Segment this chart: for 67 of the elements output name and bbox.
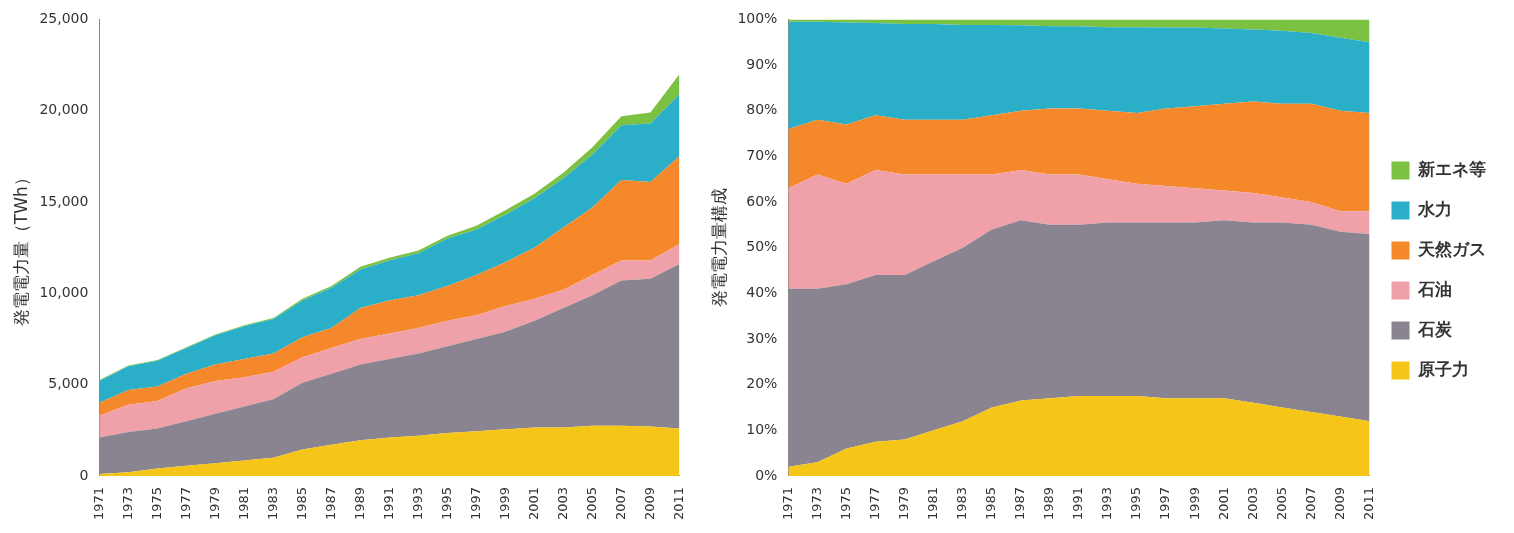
legend-label: 原子力 — [1417, 358, 1469, 379]
legend-label: 石油 — [1417, 278, 1452, 299]
legend-label: 天然ガス — [1417, 238, 1486, 259]
x-tick-label: 1987 — [322, 486, 338, 521]
y-tick-label: 5,000 — [48, 375, 89, 392]
x-tick-label: 1981 — [925, 486, 941, 521]
y-tick-label: 15,000 — [39, 192, 89, 209]
x-tick-label: 1997 — [467, 486, 483, 521]
x-tick-label: 2003 — [554, 486, 570, 521]
x-tick-label: 1973 — [808, 486, 824, 521]
x-tick-label: 1997 — [1157, 486, 1173, 521]
y-tick-label: 20,000 — [39, 101, 89, 118]
x-tick-label: 1999 — [496, 486, 512, 521]
x-tick-label: 2011 — [1360, 486, 1376, 521]
x-tick-label: 2009 — [1331, 486, 1347, 521]
x-tick-label: 2003 — [1244, 486, 1260, 521]
y-axis-title: 発電電力量構成 — [708, 188, 729, 308]
x-tick-label: 1987 — [1012, 486, 1028, 521]
y-tick-label: 60% — [746, 192, 778, 209]
x-tick-label: 1981 — [235, 486, 251, 521]
y-tick-label: 20% — [746, 375, 778, 392]
legend-label: 石炭 — [1417, 318, 1453, 339]
y-tick-label: 10% — [746, 420, 778, 437]
y-tick-label: 30% — [746, 329, 778, 346]
x-tick-label: 1973 — [119, 486, 135, 521]
y-tick-label: 50% — [746, 238, 778, 255]
x-tick-label: 1985 — [983, 486, 999, 521]
x-tick-label: 2007 — [1302, 486, 1318, 521]
x-tick-label: 1991 — [1070, 486, 1086, 521]
x-tick-label: 1983 — [954, 486, 970, 521]
x-tick-label: 2005 — [583, 486, 599, 521]
x-tick-label: 1991 — [380, 486, 396, 521]
x-tick-label: 2001 — [525, 486, 541, 521]
x-tick-label: 1975 — [148, 486, 164, 521]
y-tick-label: 40% — [746, 283, 778, 300]
x-tick-label: 1971 — [779, 486, 795, 521]
x-tick-label: 1975 — [837, 486, 853, 521]
y-tick-label: 0 — [79, 466, 89, 483]
x-tick-label: 1993 — [1099, 486, 1115, 521]
y-tick-label: 100% — [737, 10, 778, 27]
x-tick-label: 2011 — [670, 486, 686, 521]
x-tick-label: 1995 — [438, 486, 454, 521]
x-tick-label: 1999 — [1186, 486, 1202, 521]
y-tick-label: 70% — [746, 147, 778, 163]
y-tick-label: 0% — [755, 466, 778, 483]
x-tick-label: 1977 — [177, 486, 193, 521]
x-tick-label: 2007 — [612, 486, 628, 521]
x-tick-label: 2001 — [1215, 486, 1231, 521]
x-tick-label: 2005 — [1273, 486, 1289, 521]
y-tick-label: 80% — [746, 101, 778, 118]
x-tick-label: 1979 — [206, 486, 222, 521]
x-tick-label: 2009 — [641, 486, 657, 521]
x-tick-label: 1993 — [409, 486, 425, 521]
legend-label: 水力 — [1417, 198, 1452, 219]
x-tick-label: 1985 — [293, 486, 309, 521]
x-tick-label: 1971 — [90, 486, 106, 521]
x-tick-label: 1989 — [1041, 486, 1057, 521]
y-tick-label: 10,000 — [39, 283, 89, 300]
x-tick-label: 1977 — [866, 486, 882, 521]
y-axis-title: 発電電力量（TWh） — [10, 169, 31, 327]
x-tick-label: 1983 — [264, 486, 280, 521]
x-tick-label: 1979 — [896, 486, 912, 521]
y-tick-label: 90% — [746, 55, 778, 72]
legend-label: 新エネ等 — [1417, 158, 1486, 179]
x-tick-label: 1995 — [1128, 486, 1144, 521]
x-tick-label: 1989 — [351, 486, 367, 521]
y-tick-label: 25,000 — [39, 10, 89, 27]
